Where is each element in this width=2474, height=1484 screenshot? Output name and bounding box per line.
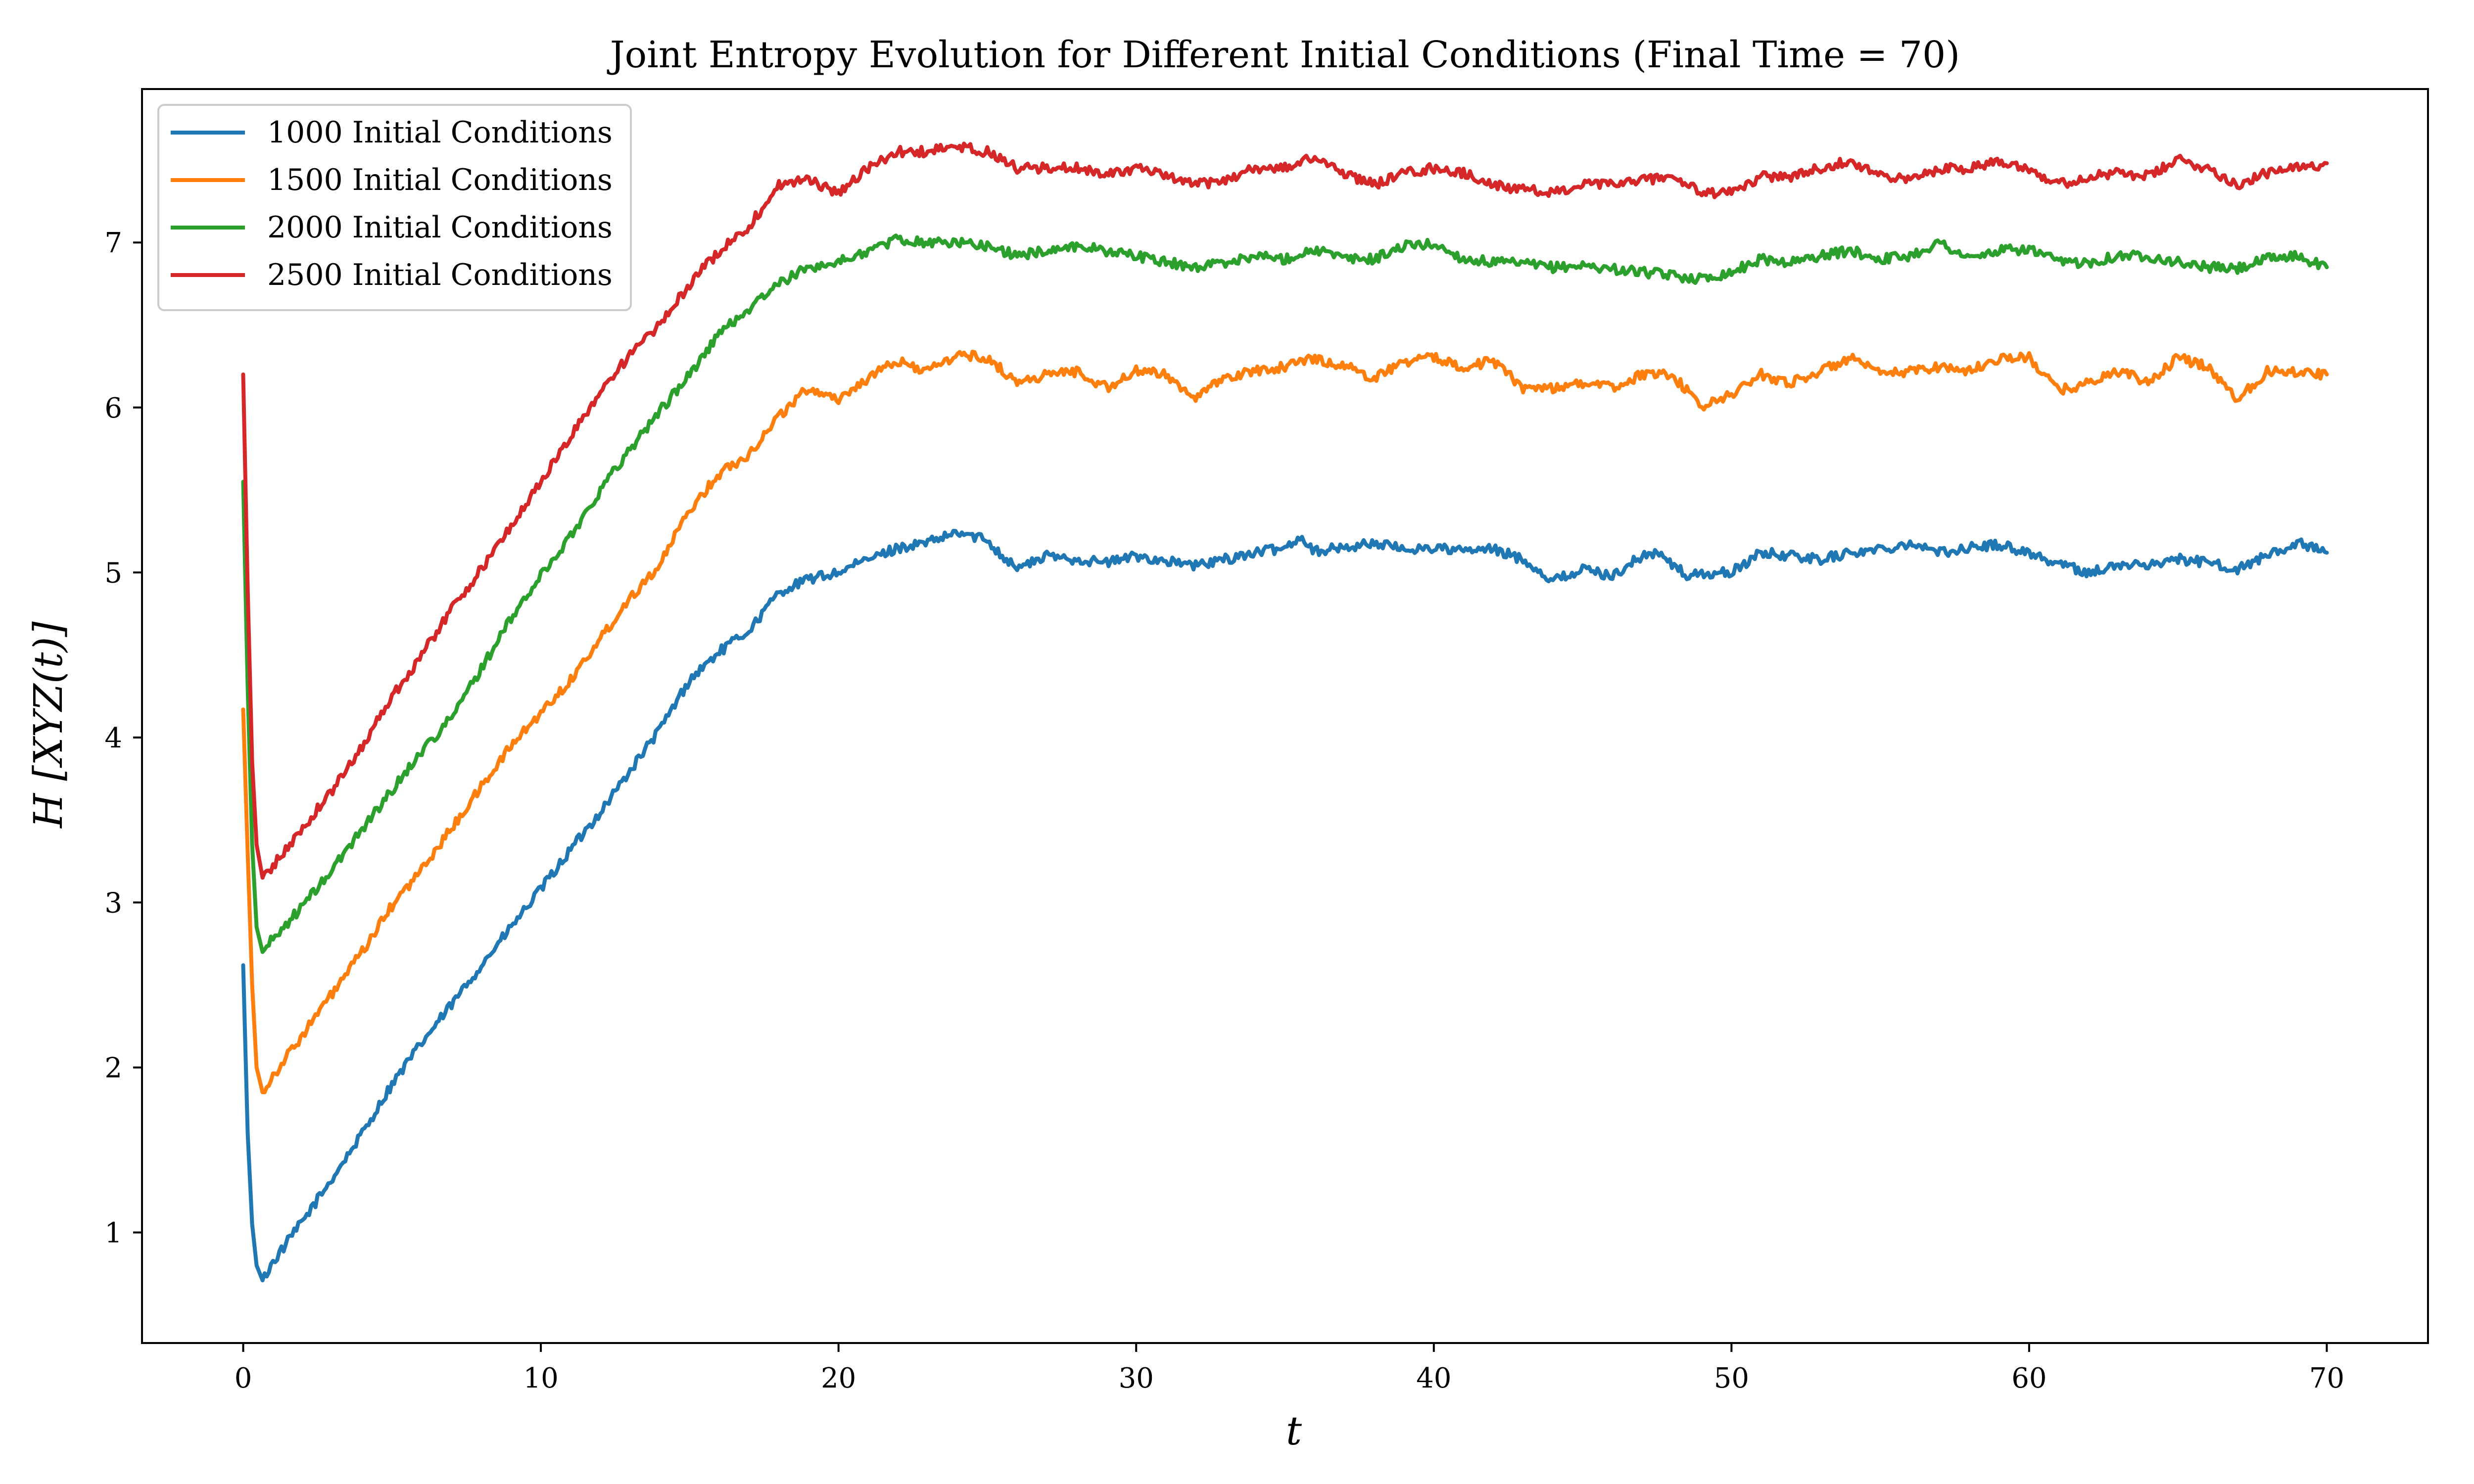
x-tick-label: 40 bbox=[1416, 1362, 1451, 1394]
legend-box bbox=[157, 104, 632, 311]
x-tick-label: 30 bbox=[1119, 1362, 1154, 1394]
x-axis: 0 10 20 30 40 50 60 70 bbox=[235, 1343, 2344, 1394]
x-tick-label: 20 bbox=[821, 1362, 856, 1394]
y-axis-label: H [XYZ(t)] bbox=[25, 621, 71, 829]
x-tick-label: 0 bbox=[235, 1362, 252, 1394]
series-line-1 bbox=[241, 529, 2329, 1283]
plot-frame bbox=[141, 88, 2429, 1344]
x-tick-label: 70 bbox=[2309, 1362, 2344, 1394]
y-tick-label: 1 bbox=[104, 1217, 122, 1250]
series-line-4 bbox=[241, 141, 2329, 880]
y-axis: 1 2 3 4 5 6 7 bbox=[104, 227, 142, 1250]
legend-entries: 1000 Initial Conditions 1500 Initial Cond… bbox=[171, 115, 613, 292]
y-tick-label: 7 bbox=[104, 227, 122, 259]
legend-label-4: 2500 Initial Conditions bbox=[267, 258, 613, 292]
y-tick-label: 4 bbox=[104, 722, 122, 754]
series-line-3 bbox=[241, 233, 2329, 954]
legend-label-1: 1000 Initial Conditions bbox=[267, 115, 613, 150]
y-tick-label: 3 bbox=[104, 887, 122, 919]
series-layer bbox=[241, 141, 2329, 1283]
legend-label-3: 2000 Initial Conditions bbox=[267, 210, 613, 245]
chart-title: Joint Entropy Evolution for Different In… bbox=[607, 34, 1960, 76]
x-tick-label: 60 bbox=[2011, 1362, 2046, 1394]
y-tick-label: 6 bbox=[104, 392, 122, 424]
y-tick-label: 5 bbox=[104, 557, 122, 589]
legend: 1000 Initial Conditions 1500 Initial Cond… bbox=[157, 104, 632, 311]
y-tick-label: 2 bbox=[104, 1052, 122, 1084]
x-tick-label: 10 bbox=[523, 1362, 558, 1394]
x-tick-label: 50 bbox=[1714, 1362, 1749, 1394]
series-line-2 bbox=[241, 349, 2329, 1095]
x-axis-label: t bbox=[1286, 1408, 1302, 1454]
legend-label-2: 1500 Initial Conditions bbox=[267, 163, 613, 197]
